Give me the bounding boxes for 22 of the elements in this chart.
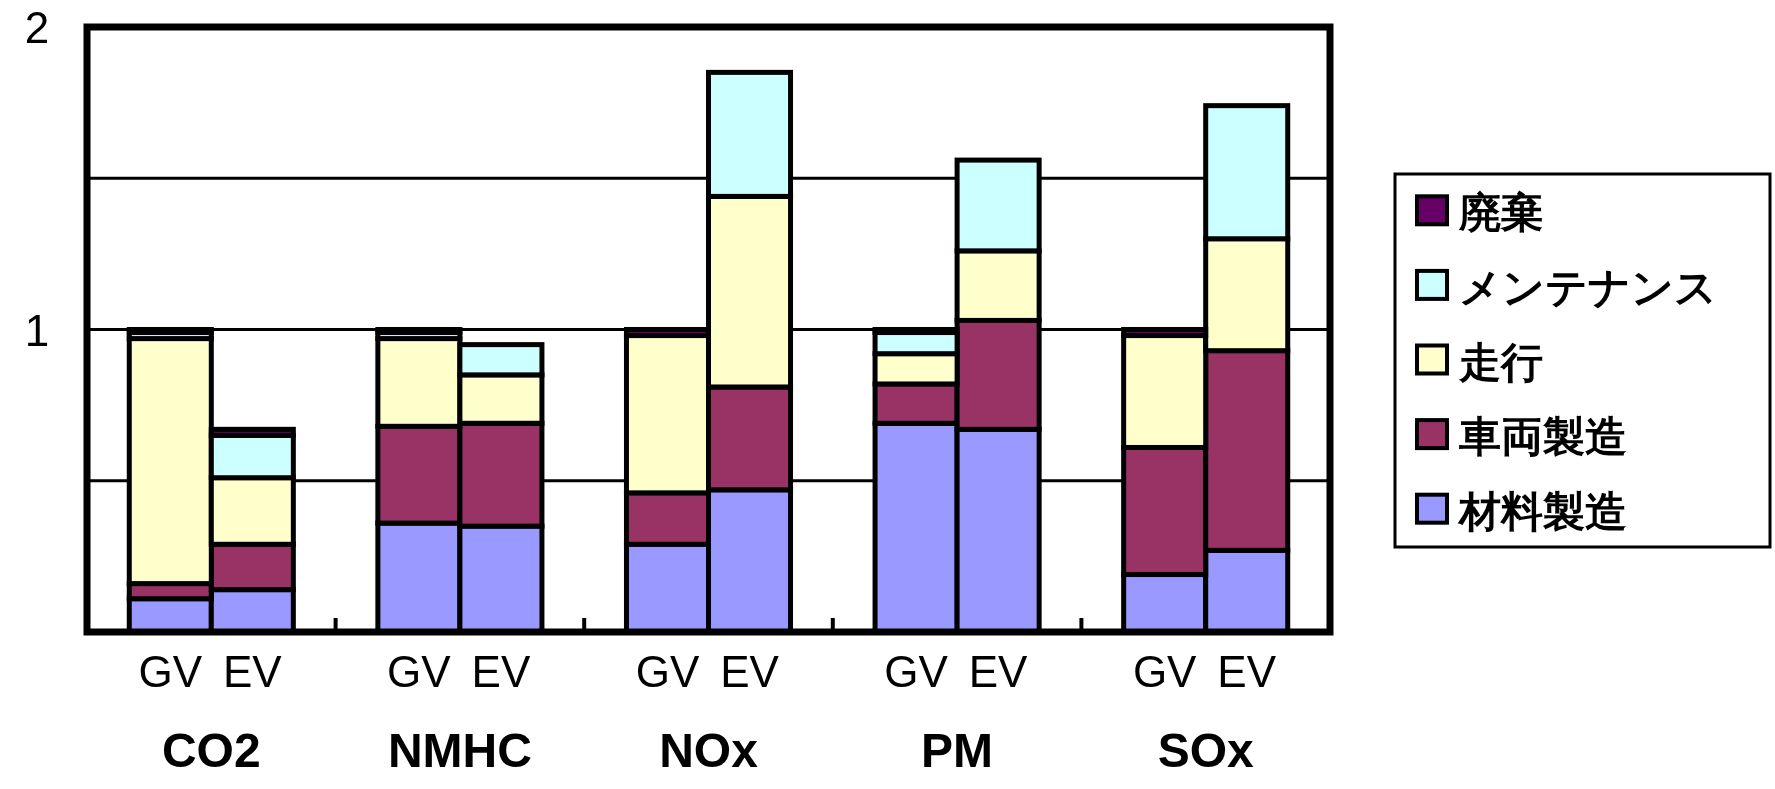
- legend-label: 車両製造: [1458, 413, 1627, 461]
- x-tick-label: EV: [1217, 647, 1277, 696]
- text: NOx: [659, 724, 759, 777]
- x-tick-label: GV: [884, 647, 949, 696]
- x-tick-label: GV: [635, 647, 700, 696]
- text: PM: [921, 724, 994, 777]
- x-tick-label: EV: [471, 647, 531, 696]
- legend-label: 廃棄: [1458, 189, 1543, 237]
- text: NMHC: [387, 724, 532, 777]
- x-tick-label: GV: [138, 647, 203, 696]
- legend-label: メンテナンス: [1459, 263, 1717, 311]
- text: SOx: [1157, 724, 1255, 777]
- text: CO2: [161, 724, 261, 777]
- y-tick-label: 2: [24, 3, 50, 52]
- legend-label: 材料製造: [1457, 487, 1627, 535]
- x-tick-label: GV: [387, 647, 452, 696]
- x-tick-label: GV: [1132, 647, 1198, 696]
- legend-label: 走行: [1458, 338, 1543, 386]
- x-tick-label: EV: [968, 647, 1029, 696]
- x-tick-label: EV: [222, 647, 283, 696]
- y-tick-label: 1: [24, 305, 50, 355]
- x-tick-label: EV: [720, 647, 780, 696]
